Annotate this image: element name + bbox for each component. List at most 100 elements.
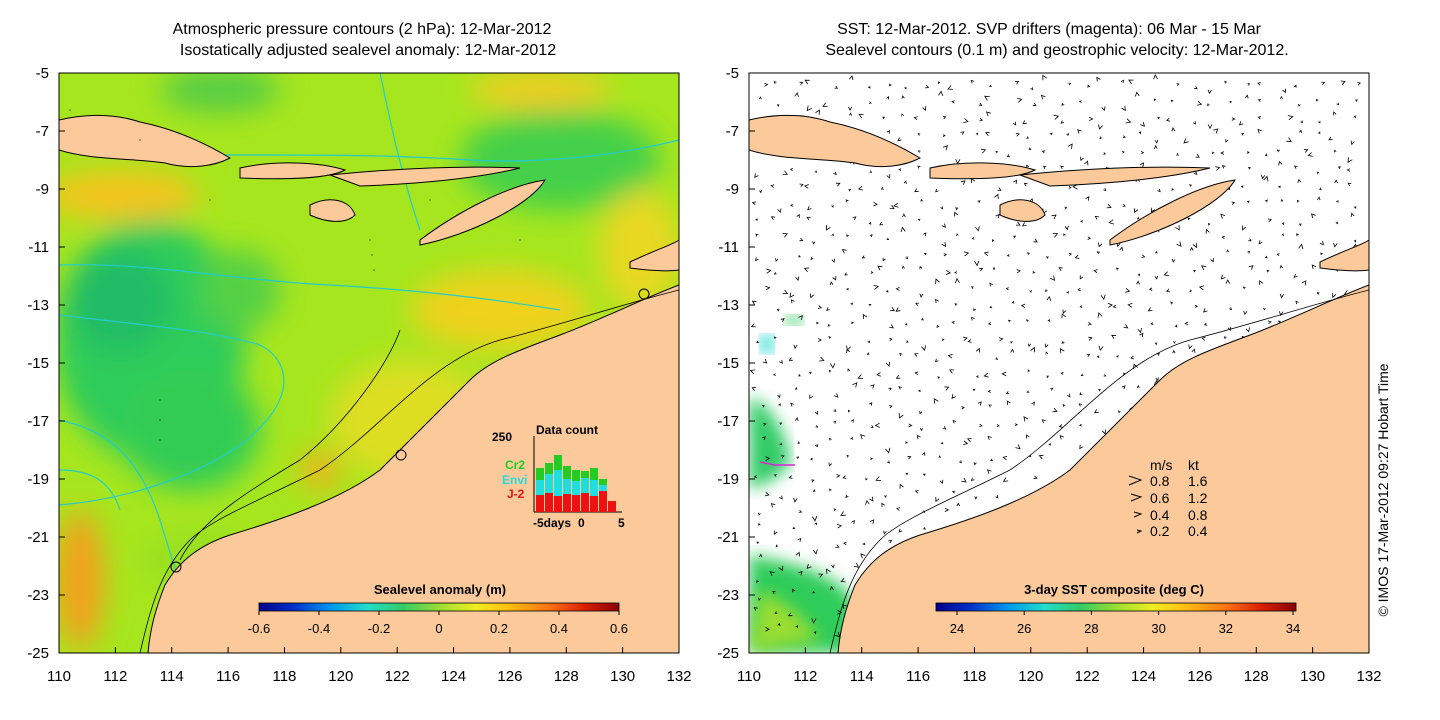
velocity-arrow — [1096, 355, 1100, 359]
right-map[interactable] — [749, 73, 1369, 653]
velocity-arrow — [979, 423, 983, 428]
velocity-arrow — [906, 340, 909, 343]
left-colorbar: Sealevel anomaly (m) -0.6 -0.4 -0.2 0 0.2 0.4… — [248, 582, 628, 636]
velocity-arrow — [995, 151, 999, 154]
velocity-arrow — [1080, 219, 1084, 223]
tide-gauge-markers — [170, 288, 650, 573]
left-map[interactable] — [40, 68, 680, 653]
velocity-arrow — [1353, 239, 1357, 243]
right-lon-label: 116 — [906, 668, 930, 685]
velocity-arrow — [884, 495, 887, 498]
velocity-arrow — [961, 477, 967, 483]
velocity-arrow — [795, 624, 798, 628]
left-lon-label: 114 — [160, 668, 184, 685]
velocity-arrow — [914, 371, 919, 376]
velocity-arrow — [1187, 217, 1191, 221]
velocity-arrow — [888, 540, 893, 544]
velocity-arrow — [847, 368, 851, 372]
velocity-arrow — [1183, 138, 1189, 144]
velocity-arrow — [885, 361, 891, 367]
velocity-arrow — [1103, 374, 1107, 377]
velocity-arrow — [1245, 327, 1250, 333]
right-lat-label: -25 — [717, 645, 739, 662]
velocity-arrow — [1012, 121, 1017, 126]
velocity-arrow — [940, 441, 944, 445]
left-lon-label: 128 — [554, 668, 579, 685]
right-colorbar-label: 3-day SST composite (deg C) — [1024, 582, 1204, 597]
velocity-arrow — [778, 403, 781, 407]
velocity-arrow — [1258, 240, 1263, 245]
left-title-line1: Atmospheric pressure contours (2 hPa): 1… — [173, 21, 552, 38]
velocity-arrow — [842, 475, 847, 479]
velocity-arrow — [764, 491, 770, 497]
right-colorbar-tick-label: 30 — [1151, 621, 1165, 636]
velocity-arrow — [1066, 393, 1071, 398]
velocity-arrow — [895, 374, 901, 379]
velocity-arrow — [1347, 182, 1352, 187]
velocity-arrow — [989, 282, 993, 287]
velocity-arrow — [1122, 135, 1126, 139]
left-lon-label: 120 — [328, 668, 353, 685]
velocity-arrow — [846, 348, 850, 354]
velocity-arrow — [860, 434, 866, 440]
left-colorbar-ticks: -0.6 -0.4 -0.2 0 0.2 0.4 0.6 — [248, 611, 628, 636]
velocity-arrow — [870, 271, 874, 274]
velocity-arrow — [1044, 343, 1049, 348]
velocity-arrow — [1336, 102, 1340, 106]
speed-legend-header-ms: m/s — [1150, 457, 1173, 473]
velocity-arrow — [914, 188, 919, 193]
velocity-arrow — [1002, 477, 1009, 482]
velocity-arrow — [933, 398, 939, 404]
velocity-arrow — [858, 113, 864, 119]
velocity-arrow — [1154, 275, 1159, 280]
velocity-arrow — [779, 495, 783, 500]
velocity-arrow — [1247, 250, 1251, 254]
right-lon-label: 118 — [962, 668, 986, 685]
velocity-arrow — [831, 204, 834, 208]
velocity-arrow — [780, 318, 785, 322]
velocity-arrow — [1299, 129, 1303, 133]
velocity-arrow — [807, 205, 812, 211]
velocity-arrow — [845, 199, 849, 203]
velocity-arrow — [763, 422, 767, 426]
velocity-arrow — [905, 472, 909, 476]
velocity-arrow — [865, 499, 870, 505]
velocity-arrow — [1257, 128, 1262, 134]
velocity-arrow — [822, 102, 828, 107]
velocity-arrow — [793, 344, 798, 350]
speed-ms-0: 0.8 — [1150, 473, 1170, 489]
velocity-arrow — [754, 173, 759, 179]
velocity-arrow — [1001, 371, 1007, 377]
velocity-arrow — [939, 479, 944, 485]
velocity-arrow — [1042, 74, 1048, 81]
velocity-arrow — [905, 441, 908, 444]
velocity-arrow — [1122, 151, 1125, 154]
velocity-arrow — [971, 316, 975, 321]
velocity-arrow — [1316, 98, 1319, 102]
right-land-masses — [749, 114, 1369, 653]
velocity-arrow — [1030, 198, 1033, 202]
velocity-arrow — [812, 590, 815, 594]
velocity-arrow — [750, 323, 756, 328]
velocity-arrow — [773, 474, 777, 477]
velocity-arrow — [761, 436, 766, 441]
velocity-arrow — [790, 402, 794, 407]
velocity-arrow — [1208, 222, 1211, 226]
velocity-arrow — [1133, 208, 1138, 214]
velocity-arrow — [922, 106, 927, 112]
velocity-arrow — [775, 258, 779, 262]
right-lat-label: -17 — [717, 413, 739, 430]
speed-ms-3: 0.2 — [1150, 523, 1170, 539]
velocity-arrow — [922, 473, 926, 477]
velocity-arrow — [904, 86, 907, 90]
velocity-arrow — [1221, 165, 1226, 169]
velocity-arrow — [1260, 174, 1266, 180]
velocity-arrow — [828, 369, 832, 373]
velocity-arrow — [1207, 103, 1210, 107]
velocity-arrow — [1062, 309, 1067, 314]
velocity-arrow — [1141, 254, 1146, 258]
velocity-arrow — [782, 233, 788, 238]
velocity-arrow — [1328, 136, 1333, 141]
velocity-arrow — [1097, 389, 1101, 392]
velocity-arrow — [1210, 258, 1214, 263]
